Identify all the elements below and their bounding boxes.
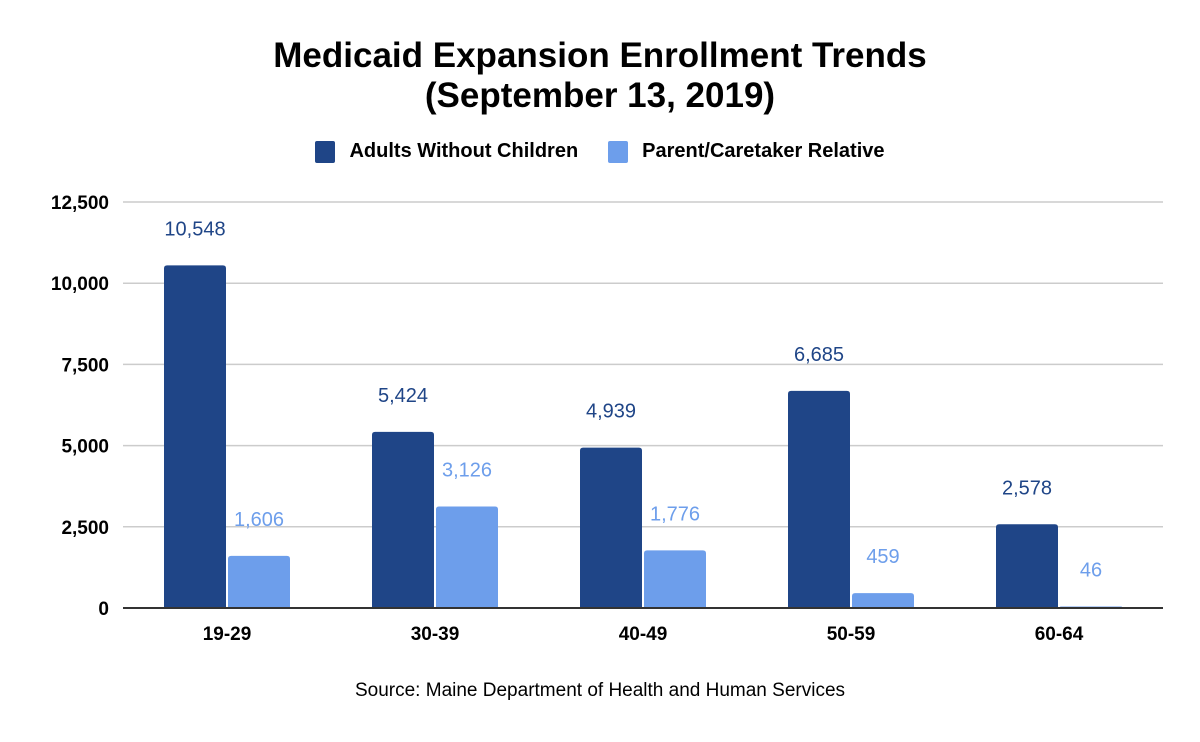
x-tick-label: 19-29	[203, 624, 252, 645]
data-label: 2,578	[1002, 477, 1052, 499]
y-tick-label: 0	[98, 599, 109, 620]
y-tick-label: 10,000	[51, 274, 109, 295]
legend-swatch-adults	[315, 140, 336, 163]
data-label: 3,126	[442, 459, 492, 481]
bar-adults	[164, 265, 226, 608]
x-tick-label: 40-49	[619, 624, 668, 645]
x-tick-label: 50-59	[827, 624, 876, 645]
x-tick-label: 30-39	[411, 624, 460, 645]
bar-adults	[996, 524, 1058, 608]
data-label: 4,939	[586, 401, 636, 423]
bar-parents	[644, 550, 706, 608]
y-tick-label: 7,500	[61, 355, 109, 376]
bar-adults	[372, 431, 434, 608]
data-label: 1,606	[234, 509, 284, 531]
y-tick-label: 12,500	[51, 193, 109, 214]
data-label: 10,548	[164, 218, 225, 240]
data-label: 1,776	[650, 503, 700, 525]
data-label: 459	[866, 546, 899, 568]
chart-title-line-1: Medicaid Expansion Enrollment Trends	[273, 36, 927, 75]
x-tick-label: 60-64	[1035, 624, 1084, 645]
source-note: Source: Maine Department of Health and H…	[354, 680, 846, 701]
y-tick-label: 2,500	[61, 518, 109, 539]
data-label: 5,424	[378, 385, 428, 407]
legend-label-adults: Adults Without Children	[349, 140, 579, 162]
legend-item-parents: Parent/Caretaker Relative	[608, 140, 885, 163]
y-tick-label: 5,000	[61, 437, 109, 458]
legend-label-parents: Parent/Caretaker Relative	[642, 140, 885, 162]
legend-swatch-parents	[608, 140, 629, 163]
bar-parents	[852, 593, 914, 608]
bar-adults	[788, 390, 850, 608]
legend-item-adults: Adults Without Children	[315, 140, 578, 163]
bar-adults	[580, 447, 642, 608]
chart-title: Medicaid Expansion Enrollment Trends (Se…	[0, 36, 1200, 116]
bar-parents	[436, 506, 498, 608]
chart-title-line-2: (September 13, 2019)	[424, 76, 776, 115]
data-label: 46	[1080, 560, 1102, 582]
data-label: 6,685	[794, 344, 844, 366]
bar-parents	[228, 555, 290, 608]
legend: Adults Without Children Parent/Caretaker…	[0, 140, 1200, 163]
